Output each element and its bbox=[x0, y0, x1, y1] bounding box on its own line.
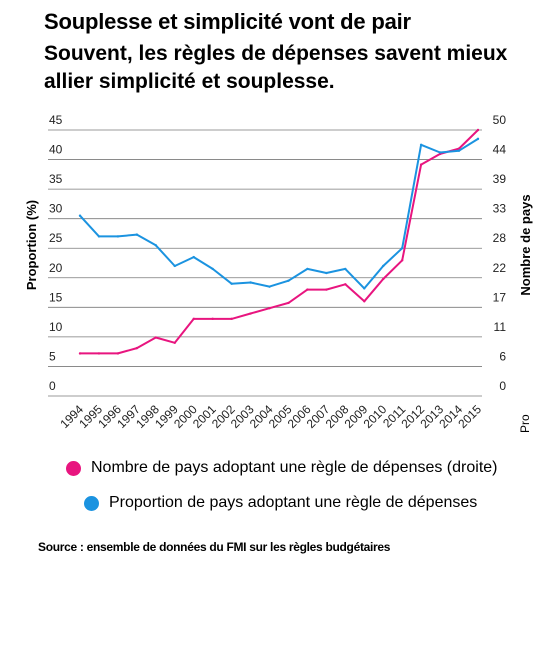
data-point-count-2006 bbox=[306, 288, 309, 291]
data-point-proportion-2001 bbox=[211, 267, 214, 271]
chart-subtitle: Souvent, les règles de dépenses savent m… bbox=[44, 42, 508, 93]
y2-tick-label: 17 bbox=[493, 290, 507, 304]
data-point-proportion-2015 bbox=[476, 137, 480, 141]
series-line-proportion bbox=[79, 137, 479, 290]
data-point-proportion-1994 bbox=[78, 214, 82, 217]
data-point-count-2004 bbox=[268, 307, 271, 310]
data-point-count-1994 bbox=[78, 352, 82, 355]
data-point-count-2009 bbox=[363, 300, 366, 303]
y2-tick-label: 11 bbox=[494, 320, 507, 334]
data-point-count-2002 bbox=[230, 317, 233, 321]
data-point-proportion-1999 bbox=[173, 264, 176, 268]
data-point-count-2003 bbox=[249, 312, 252, 315]
y-tick-label: 0 bbox=[49, 379, 56, 393]
data-point-count-2015 bbox=[476, 128, 480, 132]
y-tick-label: 35 bbox=[49, 172, 63, 186]
data-point-count-1995 bbox=[97, 352, 101, 355]
data-point-count-2007 bbox=[325, 288, 328, 291]
legend-label-proportion: Proportion de pays adoptant une règle de… bbox=[109, 494, 478, 511]
y2-tick-label: 22 bbox=[493, 261, 507, 275]
data-point-proportion-2003 bbox=[249, 281, 252, 284]
clipped-axis-label: Pro bbox=[518, 414, 532, 433]
data-point-proportion-2014 bbox=[457, 149, 461, 152]
y-tick-label: 40 bbox=[49, 143, 63, 157]
y-axis-label: Proportion (%) bbox=[24, 200, 39, 290]
data-point-count-2010 bbox=[382, 277, 385, 281]
data-point-count-2005 bbox=[287, 301, 290, 305]
y2-tick-label: 28 bbox=[493, 231, 507, 245]
y-tick-label: 5 bbox=[49, 349, 56, 363]
data-point-count-1999 bbox=[173, 341, 176, 344]
data-point-proportion-2002 bbox=[230, 282, 233, 285]
data-point-count-2001 bbox=[211, 317, 214, 321]
data-point-count-2000 bbox=[192, 317, 195, 321]
y2-tick-label: 6 bbox=[499, 349, 506, 363]
data-point-proportion-2011 bbox=[400, 247, 404, 250]
data-point-proportion-1996 bbox=[116, 235, 120, 238]
data-point-count-1997 bbox=[135, 346, 139, 350]
y-tick-label: 30 bbox=[49, 202, 63, 216]
y2-tick-label: 33 bbox=[493, 202, 507, 216]
data-point-proportion-1998 bbox=[154, 244, 158, 247]
data-point-proportion-1995 bbox=[97, 235, 101, 238]
y2-tick-label: 39 bbox=[493, 172, 507, 186]
data-point-proportion-2012 bbox=[419, 143, 423, 146]
y2-tick-label: 0 bbox=[499, 379, 506, 393]
data-point-proportion-2007 bbox=[325, 271, 328, 275]
legend-swatch-blue bbox=[84, 495, 99, 511]
data-point-count-2008 bbox=[344, 283, 347, 286]
y-tick-label: 45 bbox=[49, 113, 63, 127]
data-point-proportion-2004 bbox=[268, 285, 271, 288]
series-line-count bbox=[79, 129, 479, 355]
data-point-count-2011 bbox=[400, 259, 404, 262]
x-tick-label: 2015 bbox=[455, 402, 484, 431]
data-point-proportion-2006 bbox=[306, 267, 309, 271]
data-point-proportion-2008 bbox=[344, 267, 347, 271]
legend-item-proportion: Proportion de pays adoptant une règle de… bbox=[84, 494, 477, 512]
legend-label-count: Nombre de pays adoptant une règle de dép… bbox=[91, 459, 498, 476]
data-point-proportion-2009 bbox=[363, 287, 366, 290]
y-tick-label: 25 bbox=[49, 231, 63, 245]
data-point-proportion-2010 bbox=[382, 264, 385, 268]
data-point-count-1996 bbox=[116, 352, 120, 355]
y2-tick-label: 50 bbox=[493, 113, 507, 127]
y-tick-label: 10 bbox=[49, 320, 63, 334]
y2-axis-label: Nombre de pays bbox=[518, 194, 533, 295]
legend-swatch-pink bbox=[66, 460, 81, 476]
data-point-count-1998 bbox=[154, 336, 158, 339]
data-point-proportion-2000 bbox=[192, 255, 195, 259]
data-point-proportion-1997 bbox=[135, 233, 139, 236]
y-tick-label: 20 bbox=[49, 261, 63, 275]
legend-item-count: Nombre de pays adoptant une règle de dép… bbox=[66, 459, 497, 477]
data-point-count-2012 bbox=[419, 163, 423, 166]
data-point-proportion-2005 bbox=[287, 279, 290, 282]
chart-title: Souplesse et simplicité vont de pair bbox=[44, 9, 411, 34]
data-point-proportion-2013 bbox=[438, 151, 442, 154]
y-tick-label: 15 bbox=[49, 290, 63, 304]
y2-tick-label: 44 bbox=[493, 143, 507, 157]
source-note: Source : ensemble de données du FMI sur … bbox=[38, 540, 391, 554]
